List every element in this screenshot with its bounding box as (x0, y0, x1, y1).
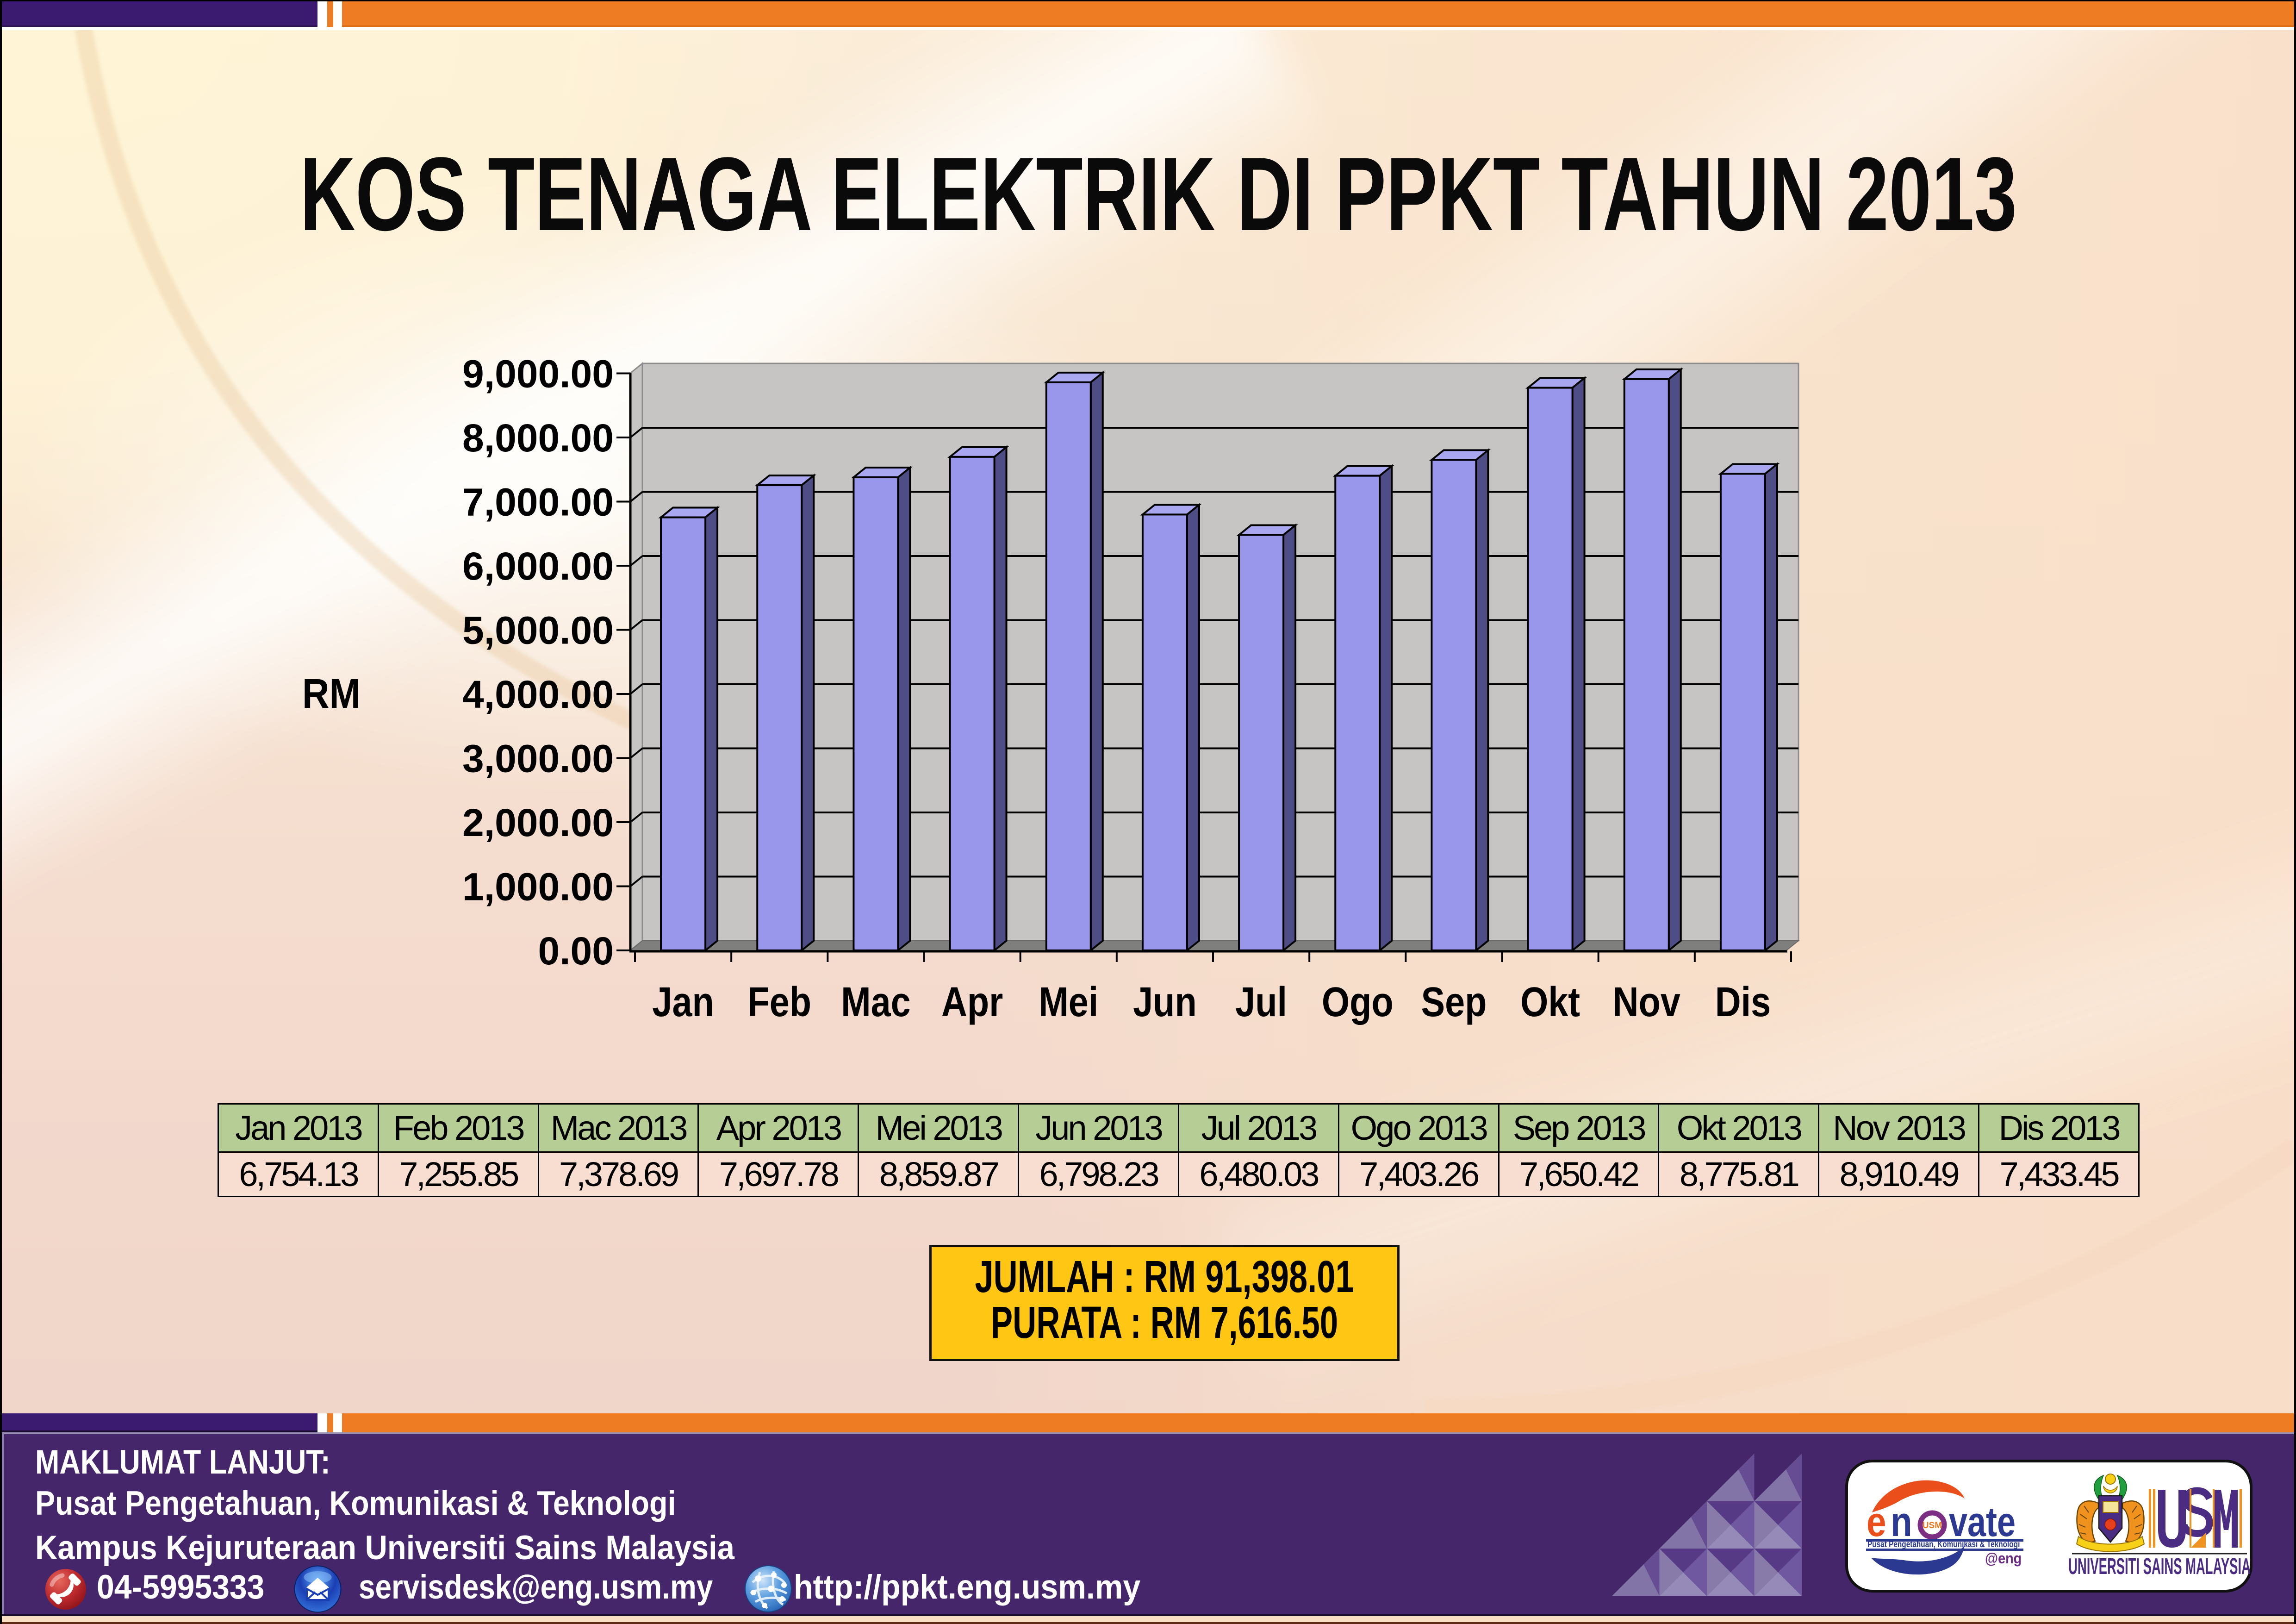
svg-text:Feb: Feb (747, 979, 811, 1025)
svg-text:Ogo: Ogo (1322, 979, 1394, 1025)
svg-text:Mei: Mei (1039, 979, 1098, 1025)
svg-text:1,000.00: 1,000.00 (462, 865, 614, 909)
svg-text:Mac: Mac (841, 979, 911, 1025)
svg-text:Jul: Jul (1235, 979, 1287, 1025)
svg-text:RM: RM (302, 670, 361, 717)
svg-text:9,000.00: 9,000.00 (462, 352, 614, 396)
svg-text:e: e (1867, 1498, 1886, 1545)
svg-text:7,000.00: 7,000.00 (462, 481, 614, 524)
svg-text:Sep: Sep (1421, 979, 1487, 1025)
svg-text:Dis: Dis (1715, 979, 1771, 1025)
svg-text:@eng: @eng (1985, 1550, 2022, 1567)
svg-text:3,000.00: 3,000.00 (462, 737, 614, 781)
svg-text:Apr: Apr (941, 979, 1003, 1025)
svg-text:0.00: 0.00 (538, 929, 614, 973)
svg-text:5,000.00: 5,000.00 (462, 609, 614, 652)
svg-text:6,000.00: 6,000.00 (462, 544, 614, 588)
svg-text:4,000.00: 4,000.00 (462, 673, 614, 716)
svg-text:2,000.00: 2,000.00 (462, 801, 614, 844)
svg-text:Nov: Nov (1613, 979, 1680, 1025)
svg-text:Jan: Jan (652, 979, 714, 1025)
svg-text:USM: USM (1923, 1521, 1942, 1530)
svg-text:Jun: Jun (1133, 979, 1197, 1025)
svg-text:Pusat Pengetahuan, Komunikasi: Pusat Pengetahuan, Komunikasi & Teknolog… (1867, 1539, 2020, 1549)
svg-text:vate: vate (1949, 1499, 2016, 1545)
svg-text:UNIVERSITI SAINS MALAYSIA: UNIVERSITI SAINS MALAYSIA (2068, 1554, 2251, 1579)
svg-text:Okt: Okt (1520, 979, 1580, 1025)
svg-text:8,000.00: 8,000.00 (462, 416, 614, 460)
svg-text:n: n (1891, 1498, 1912, 1545)
